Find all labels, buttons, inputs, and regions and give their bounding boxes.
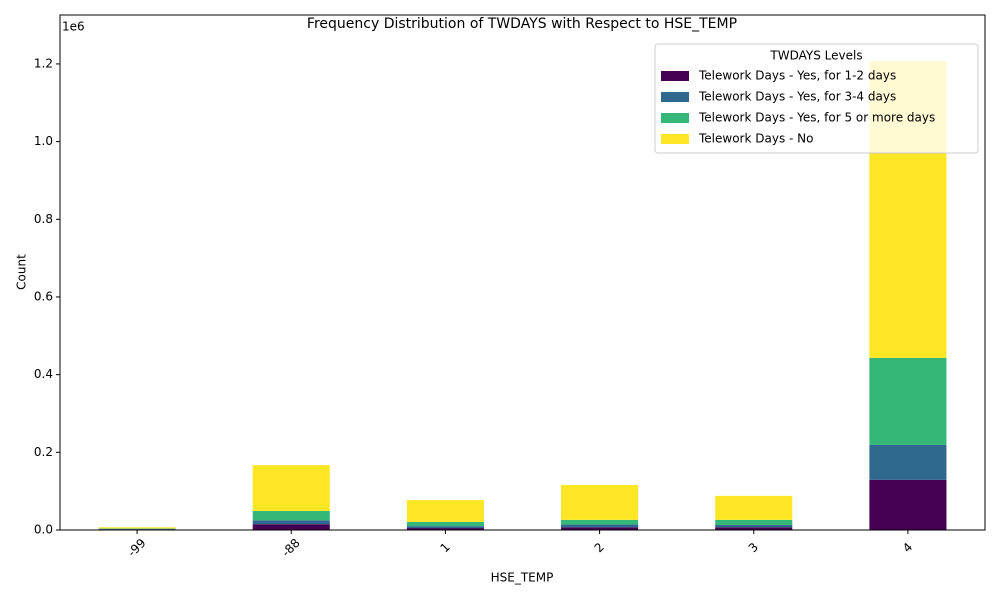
- y-offset-label: 1e6: [62, 20, 85, 34]
- legend-label: Telework Days - Yes, for 5 or more days: [698, 111, 935, 125]
- bar-segment: [406, 521, 484, 527]
- bar-segment: [252, 524, 330, 530]
- x-tick-label: 2: [592, 540, 607, 555]
- legend-swatch: [661, 113, 689, 123]
- y-tick-label: 0.4: [34, 367, 53, 381]
- x-tick-label: -88: [279, 536, 303, 560]
- bar-segment: [252, 520, 330, 525]
- legend-title: TWDAYS Levels: [769, 49, 862, 63]
- bar-segment: [252, 510, 330, 521]
- bar-segment: [561, 524, 639, 528]
- bar-segment: [715, 527, 793, 530]
- y-tick-label: 0.0: [34, 523, 53, 537]
- bar-segment: [715, 524, 793, 528]
- y-tick-label: 0.6: [34, 289, 53, 303]
- legend-label: Telework Days - Yes, for 3-4 days: [698, 90, 896, 104]
- chart-title: Frequency Distribution of TWDAYS with Re…: [307, 16, 737, 32]
- y-tick-label: 0.2: [34, 445, 53, 459]
- plot-frame: [59, 14, 986, 531]
- bar-segment: [869, 357, 947, 445]
- bar-segment: [406, 500, 484, 522]
- legend-swatch: [661, 71, 689, 81]
- bar-segment: [561, 527, 639, 530]
- bar-segment: [561, 519, 639, 525]
- x-axis-label: HSE_TEMP: [491, 571, 554, 585]
- x-tick-label: 4: [900, 540, 915, 555]
- legend-swatch: [661, 92, 689, 102]
- bar-segment: [561, 484, 639, 520]
- bar-segment: [869, 479, 947, 530]
- legend-box: [654, 43, 979, 154]
- legend-label: Telework Days - No: [698, 132, 813, 146]
- y-tick-label: 0.8: [34, 212, 53, 226]
- bar-segment: [715, 495, 793, 520]
- bar-segment: [252, 465, 330, 511]
- y-tick-label: 1.0: [34, 134, 53, 148]
- bar-segment: [869, 444, 947, 480]
- bar-segment: [406, 526, 484, 529]
- bar-segment: [715, 519, 793, 525]
- bar-segment: [98, 527, 176, 529]
- y-tick-label: 1.2: [34, 56, 53, 70]
- legend-label: Telework Days - Yes, for 1-2 days: [698, 69, 896, 83]
- x-tick-label: 3: [746, 540, 761, 555]
- legend-swatch: [661, 134, 689, 144]
- bar-segment: [406, 528, 484, 530]
- x-tick-label: 1: [437, 540, 452, 555]
- x-tick-label: -99: [125, 536, 149, 560]
- y-axis-label: Count: [15, 254, 29, 290]
